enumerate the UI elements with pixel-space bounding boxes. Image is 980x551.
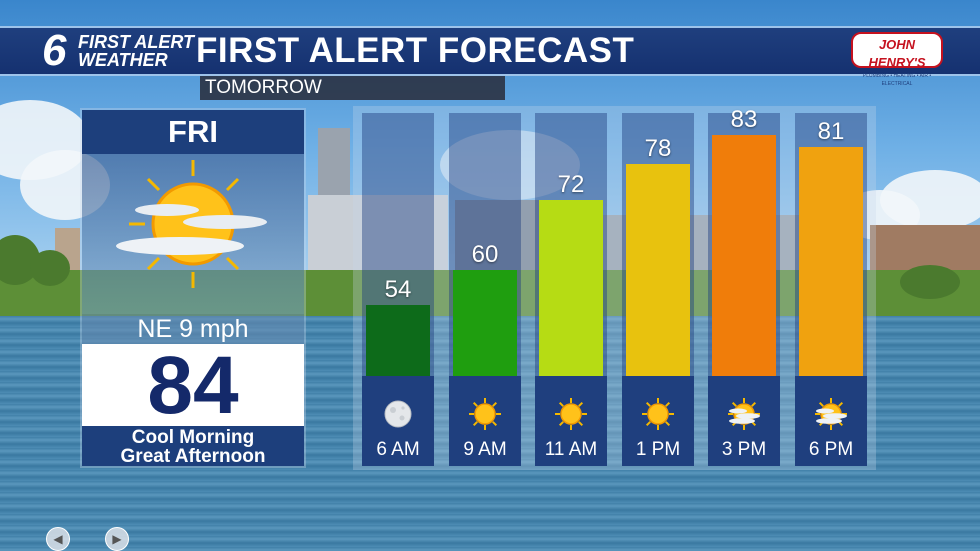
temperature-value: 81 <box>817 118 845 145</box>
hour-icon-box: 1 PM <box>622 376 694 466</box>
temperature-value: 60 <box>471 241 499 268</box>
right-arrow-icon: ▶ <box>112 532 122 546</box>
temperature-bar <box>712 135 776 376</box>
hour-column: 78 1 PM <box>622 113 694 466</box>
building <box>308 195 448 270</box>
description-line-2: Great Afternoon <box>120 446 266 467</box>
hour-column: 83 3 PM <box>708 107 780 466</box>
sponsor-tagline: PLUMBING • HEATING • AIR • ELECTRICAL <box>862 73 932 87</box>
temperature-value: 54 <box>384 276 412 303</box>
partly-sunny-icon <box>726 396 762 432</box>
tree <box>30 250 70 286</box>
moon-icon <box>380 396 416 432</box>
partly-sunny-icon <box>116 160 267 288</box>
description-line-1: Cool Morning <box>131 427 255 448</box>
high-temperature: 84 <box>82 344 304 428</box>
subtitle: TOMORROW <box>205 77 322 98</box>
forecast-description: Cool Morning Great Afternoon <box>82 426 304 466</box>
day-icon-area <box>82 154 304 314</box>
hour-icon-box: 6 AM <box>362 376 434 466</box>
partly-sunny-icon <box>813 396 849 432</box>
sun-icon <box>553 396 589 432</box>
hour-column: 54 6 AM <box>362 113 434 466</box>
station-logo-text: FIRST ALERT WEATHER <box>78 33 194 69</box>
temperature-bar <box>799 147 863 376</box>
hour-icon-box: 6 PM <box>795 376 867 466</box>
left-arrow-icon: ◀ <box>53 532 63 546</box>
sun-icon <box>467 396 503 432</box>
hour-icon-box: 11 AM <box>535 376 607 466</box>
header-bar: 6 FIRST ALERT WEATHER FIRST ALERT FORECA… <box>0 26 980 87</box>
time-label: 3 PM <box>721 439 767 460</box>
wind-text: NE 9 mph <box>82 314 304 344</box>
temperature-value: 72 <box>557 171 585 198</box>
hour-icon-box: 3 PM <box>708 376 780 466</box>
temperature-bar <box>626 164 690 376</box>
station-logo-number: 6 <box>42 26 67 75</box>
hour-column: 72 11 AM <box>535 113 607 466</box>
time-label: 6 AM <box>376 439 420 460</box>
logo-line-2: WEATHER <box>78 50 168 70</box>
hourly-chart-panel <box>353 106 876 470</box>
time-label: 11 AM <box>544 439 598 460</box>
sponsor-logo: JOHN HENRY'S PLUMBING • HEATING • AIR • … <box>851 32 943 87</box>
hour-icon-box: 9 AM <box>449 376 521 466</box>
cloud <box>440 130 580 200</box>
time-label: 1 PM <box>635 439 681 460</box>
day-name: FRI <box>82 110 304 154</box>
page-title: FIRST ALERT FORECAST <box>196 31 635 70</box>
subtitle-bar: TOMORROW <box>200 76 505 100</box>
hour-column: 60 9 AM <box>449 113 521 466</box>
time-label: 6 PM <box>808 439 854 460</box>
temperature-value: 78 <box>644 135 672 162</box>
temperature-bar <box>453 270 517 376</box>
sponsor-name: JOHN HENRY'S <box>868 37 926 70</box>
temperature-value: 83 <box>730 106 758 133</box>
hour-column: 81 6 PM <box>795 113 867 466</box>
sun-icon <box>640 396 676 432</box>
tree <box>900 265 960 299</box>
logo-line-1: FIRST ALERT <box>78 32 194 52</box>
temperature-bar <box>366 305 430 376</box>
time-label: 9 AM <box>463 439 507 460</box>
temperature-bar <box>539 200 603 376</box>
previous-button[interactable]: ◀ <box>46 527 70 551</box>
next-button[interactable]: ▶ <box>105 527 129 551</box>
